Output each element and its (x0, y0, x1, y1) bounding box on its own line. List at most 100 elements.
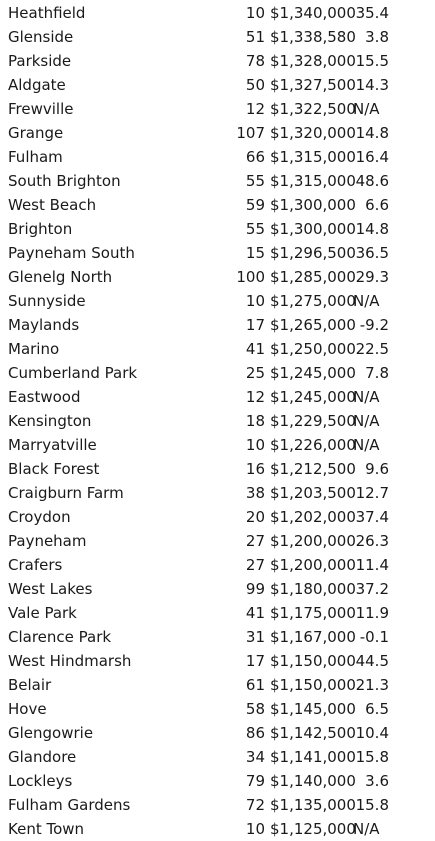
suburb-name: Aldgate (8, 76, 66, 94)
growth-value: 35.4 (355, 4, 389, 22)
sales-count: 55 (245, 220, 265, 238)
table-row: Marryatville 10 $1,226,000 N/A (0, 433, 435, 457)
table-row: Belair 61 $1,150,000 21.3 (0, 673, 435, 697)
growth-value: 9.6 (365, 460, 389, 478)
median-price: $1,300,000 (270, 196, 356, 214)
table-row: Craigburn Farm 38 $1,203,500 12.7 (0, 481, 435, 505)
suburb-name: Vale Park (8, 604, 77, 622)
growth-value: 3.6 (365, 772, 389, 790)
table-row: West Hindmarsh 17 $1,150,000 44.5 (0, 649, 435, 673)
table-row: Sunnyside 10 $1,275,000 N/A (0, 289, 435, 313)
sales-count: 34 (245, 748, 265, 766)
median-price: $1,275,000 (270, 292, 356, 310)
sales-count: 41 (245, 604, 265, 622)
suburb-name: West Lakes (8, 580, 93, 598)
table-row: Payneham 27 $1,200,000 26.3 (0, 529, 435, 553)
suburb-name: Clarence Park (8, 628, 112, 646)
sales-count: 17 (245, 652, 265, 670)
table-row: Glandore 34 $1,141,000 15.8 (0, 745, 435, 769)
sales-count: 66 (245, 148, 265, 166)
sales-count: 12 (245, 388, 265, 406)
median-price: $1,327,500 (270, 76, 356, 94)
sales-count: 72 (245, 796, 265, 814)
suburb-name: Grange (8, 124, 64, 142)
suburb-name: Belair (8, 676, 52, 694)
sales-count: 61 (245, 676, 265, 694)
table-row: Glengowrie 86 $1,142,500 10.4 (0, 721, 435, 745)
table-row: Kensington 18 $1,229,500 N/A (0, 409, 435, 433)
growth-value: 12.7 (355, 484, 389, 502)
sales-count: 17 (245, 316, 265, 334)
suburb-name: Black Forest (8, 460, 100, 478)
table-row: Croydon 20 $1,202,000 37.4 (0, 505, 435, 529)
growth-value: -9.2 (359, 316, 389, 334)
table-row: Kent Town 10 $1,125,000 N/A (0, 817, 435, 841)
table-row: Black Forest 16 $1,212,500 9.6 (0, 457, 435, 481)
suburb-name: Sunnyside (8, 292, 86, 310)
median-price: $1,150,000 (270, 676, 356, 694)
table-row: Parkside 78 $1,328,000 15.5 (0, 49, 435, 73)
sales-count: 78 (245, 52, 265, 70)
suburb-name: Kensington (8, 412, 92, 430)
suburb-name: West Hindmarsh (8, 652, 132, 670)
median-price: $1,125,000 (270, 820, 356, 838)
table-row: Glenside 51 $1,338,580 3.8 (0, 25, 435, 49)
table-row: West Beach 59 $1,300,000 6.6 (0, 193, 435, 217)
suburb-name: Glenelg North (8, 268, 113, 286)
suburb-name: Payneham South (8, 244, 135, 262)
median-price: $1,200,000 (270, 532, 356, 550)
growth-value: 14.3 (355, 76, 389, 94)
median-price: $1,320,000 (270, 124, 356, 142)
suburb-name: South Brighton (8, 172, 121, 190)
growth-value: N/A (353, 820, 380, 838)
median-price: $1,175,000 (270, 604, 356, 622)
suburb-name: Marryatville (8, 436, 97, 454)
table-row: Marino 41 $1,250,000 22.5 (0, 337, 435, 361)
suburb-name: Crafers (8, 556, 63, 574)
growth-value: 11.9 (355, 604, 389, 622)
median-price: $1,285,000 (270, 268, 356, 286)
suburb-name: Parkside (8, 52, 72, 70)
median-price: $1,265,000 (270, 316, 356, 334)
suburb-name: Frewville (8, 100, 74, 118)
sales-count: 10 (245, 292, 265, 310)
growth-value: 7.8 (365, 364, 389, 382)
sales-count: 25 (245, 364, 265, 382)
sales-count: 99 (245, 580, 265, 598)
table-row: Vale Park 41 $1,175,000 11.9 (0, 601, 435, 625)
table-row: Heathfield 10 $1,340,000 35.4 (0, 1, 435, 25)
sales-count: 59 (245, 196, 265, 214)
growth-value: 15.8 (355, 796, 389, 814)
table-row: Crafers 27 $1,200,000 11.4 (0, 553, 435, 577)
growth-value: 21.3 (355, 676, 389, 694)
table-row: Maylands 17 $1,265,000 -9.2 (0, 313, 435, 337)
table-row: Aldgate 50 $1,327,500 14.3 (0, 73, 435, 97)
table-row: Grange 107 $1,320,000 14.8 (0, 121, 435, 145)
suburb-name: Fulham Gardens (8, 796, 131, 814)
sales-count: 16 (245, 460, 265, 478)
suburb-name: Glandore (8, 748, 77, 766)
median-price: $1,135,000 (270, 796, 356, 814)
median-price: $1,245,000 (270, 364, 356, 382)
sales-count: 10 (245, 4, 265, 22)
sales-count: 58 (245, 700, 265, 718)
table-row: Glenelg North 100 $1,285,000 29.3 (0, 265, 435, 289)
table-row: Fulham 66 $1,315,000 16.4 (0, 145, 435, 169)
sales-count: 18 (245, 412, 265, 430)
table-row: Clarence Park 31 $1,167,000 -0.1 (0, 625, 435, 649)
median-price: $1,167,000 (270, 628, 356, 646)
median-price: $1,229,500 (270, 412, 356, 430)
table-row: Frewville 12 $1,322,500 N/A (0, 97, 435, 121)
sales-count: 27 (245, 532, 265, 550)
median-price: $1,315,000 (270, 172, 356, 190)
growth-value: 16.4 (355, 148, 389, 166)
growth-value: 14.8 (355, 124, 389, 142)
table-row: Lockleys 79 $1,140,000 3.6 (0, 769, 435, 793)
median-price: $1,200,000 (270, 556, 356, 574)
median-price: $1,300,000 (270, 220, 356, 238)
growth-value: 15.8 (355, 748, 389, 766)
median-price: $1,296,500 (270, 244, 356, 262)
table-row: Brighton 55 $1,300,000 14.8 (0, 217, 435, 241)
median-price: $1,140,000 (270, 772, 356, 790)
